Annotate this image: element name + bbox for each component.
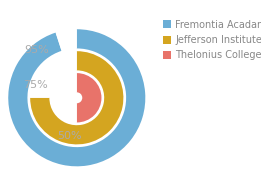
Text: 50%: 50% bbox=[58, 131, 82, 141]
Wedge shape bbox=[8, 29, 145, 166]
Wedge shape bbox=[56, 29, 77, 51]
Legend: Fremontia Acadamy, Jefferson Institute, Thelonius College: Fremontia Acadamy, Jefferson Institute, … bbox=[163, 20, 261, 60]
Wedge shape bbox=[30, 51, 123, 144]
Wedge shape bbox=[30, 51, 77, 98]
Text: 75%: 75% bbox=[23, 80, 48, 91]
Wedge shape bbox=[52, 73, 77, 123]
Text: 95%: 95% bbox=[25, 45, 49, 55]
Wedge shape bbox=[77, 73, 102, 123]
